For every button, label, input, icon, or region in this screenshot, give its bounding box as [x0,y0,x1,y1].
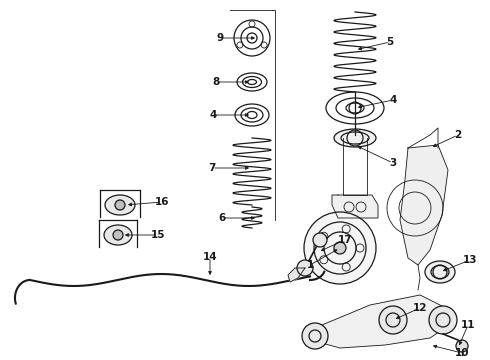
Text: 8: 8 [212,77,220,87]
Polygon shape [332,195,378,218]
Circle shape [456,340,468,352]
Polygon shape [400,145,448,265]
Text: 1: 1 [306,260,314,270]
Text: 6: 6 [219,213,225,223]
Text: 9: 9 [217,33,223,43]
Text: 7: 7 [208,163,216,173]
Text: 5: 5 [387,37,393,47]
Circle shape [115,200,125,210]
Ellipse shape [334,129,376,147]
Circle shape [304,212,376,284]
Circle shape [334,242,346,254]
Circle shape [429,306,457,334]
Text: 11: 11 [461,320,475,330]
Circle shape [379,306,407,334]
Circle shape [113,230,123,240]
Polygon shape [288,268,305,282]
Text: 17: 17 [338,235,352,245]
Text: 2: 2 [454,130,462,140]
Text: 3: 3 [390,158,396,168]
Text: 10: 10 [455,348,469,358]
Text: 4: 4 [209,110,217,120]
Circle shape [313,233,327,247]
Circle shape [297,260,313,276]
Text: 15: 15 [151,230,165,240]
Text: 14: 14 [203,252,217,262]
Ellipse shape [105,195,135,215]
Ellipse shape [425,261,455,283]
Text: 12: 12 [413,303,427,313]
Circle shape [302,323,328,349]
Ellipse shape [104,225,132,245]
Polygon shape [310,295,450,348]
Text: 16: 16 [155,197,169,207]
Text: 13: 13 [463,255,477,265]
Text: 4: 4 [390,95,397,105]
